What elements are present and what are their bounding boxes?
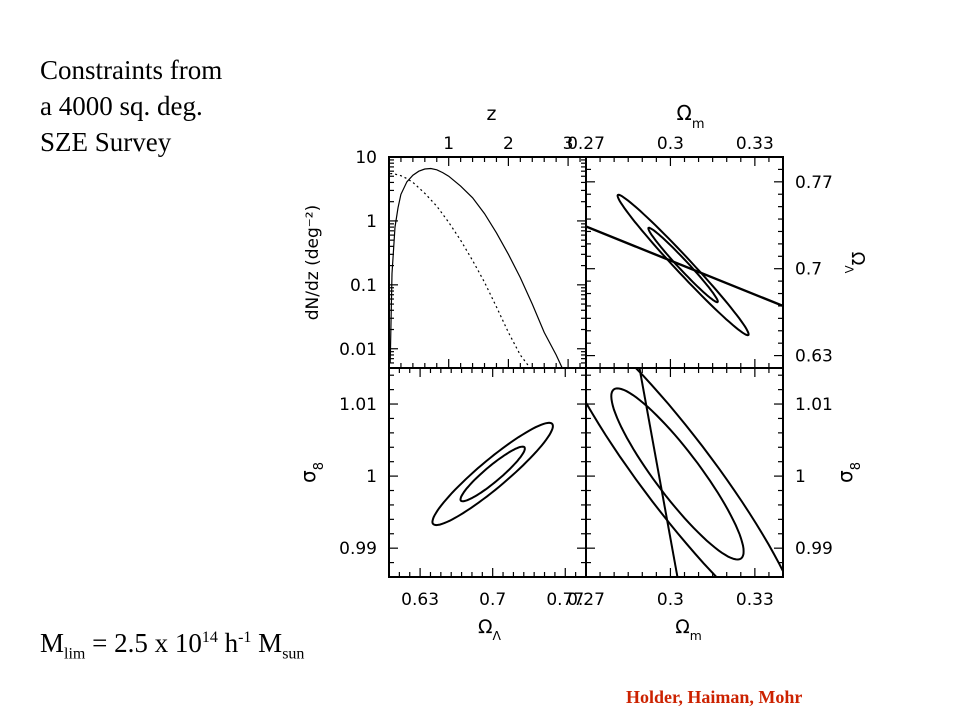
ol-tick-label: 0.7 (479, 590, 506, 610)
dndz-solid-curve (389, 167, 563, 368)
z-tick-label: 3 (563, 134, 574, 154)
s8-tick-label: 0.99 (795, 539, 833, 559)
z-tick-label: 2 (503, 134, 514, 154)
inner-contour (610, 387, 745, 561)
om-s8-panel-frame (585, 367, 784, 578)
ol-tick-label: 0.77 (795, 173, 833, 193)
outer-contour (586, 368, 783, 577)
slide-title: Constraints from a 4000 sq. deg. SZE Sur… (40, 52, 222, 160)
title-line-1: Constraints from (40, 55, 223, 85)
ol-axis-label-bottom: ΩΛ (478, 616, 502, 643)
om-tick-label: 0.27 (567, 134, 605, 154)
s8-tick-label: 1 (366, 467, 377, 487)
degeneracy-line (586, 225, 783, 308)
degeneracy-line (638, 368, 679, 577)
inner-contour (459, 445, 526, 503)
dndz-ytick-label: 0.01 (339, 340, 377, 360)
s8-axis-label-right: σ8 (833, 462, 864, 483)
author-credit: Holder, Haiman, Mohr (626, 687, 803, 707)
om-ol-panel-frame (585, 156, 784, 369)
s8-tick-label: 1.01 (795, 395, 833, 415)
ol-tick-label: 0.7 (795, 260, 822, 280)
dndz-panel-frame (388, 156, 587, 369)
ol-tick-label: 0.77 (546, 590, 584, 610)
om-tick-label: 0.33 (736, 134, 774, 154)
z-tick-label: 1 (443, 134, 454, 154)
om-axis-label-top: Ωm (677, 101, 705, 132)
om-axis-label-bottom: Ωm (675, 616, 702, 643)
ol-axis-label-right: ΩΛ (842, 252, 868, 274)
dndz-dotted-curve (390, 173, 531, 368)
ol-tick-label: 0.63 (795, 347, 833, 367)
ol-tick-label: 0.63 (401, 590, 439, 610)
mass-limit-label: Mlim = 2.5 x 1014 h-1 Msun (40, 628, 305, 663)
s8-tick-label: 1.01 (339, 395, 377, 415)
s8-axis-label-left: σ8 (296, 462, 327, 483)
s8-tick-label: 0.99 (339, 539, 377, 559)
s8-tick-label: 1 (795, 467, 806, 487)
title-line-3: SZE Survey (40, 127, 172, 157)
om-tick-label: 0.3 (657, 590, 684, 610)
om-tick-label: 0.27 (567, 590, 605, 610)
title-line-2: a 4000 sq. deg. (40, 91, 203, 121)
dndz-axis-label: dN/dz (deg⁻²) (303, 205, 323, 320)
dndz-ytick-label: 1 (366, 212, 377, 232)
om-tick-label: 0.3 (657, 134, 684, 154)
om-tick-label: 0.33 (736, 590, 774, 610)
z-axis-label: z (487, 103, 497, 125)
inner-contour (647, 226, 719, 304)
dndz-ytick-label: 10 (355, 148, 377, 168)
dndz-ytick-label: 0.1 (350, 276, 377, 296)
outer-contour (431, 421, 554, 527)
ol-s8-panel-frame (388, 367, 587, 578)
outer-contour (616, 193, 750, 337)
